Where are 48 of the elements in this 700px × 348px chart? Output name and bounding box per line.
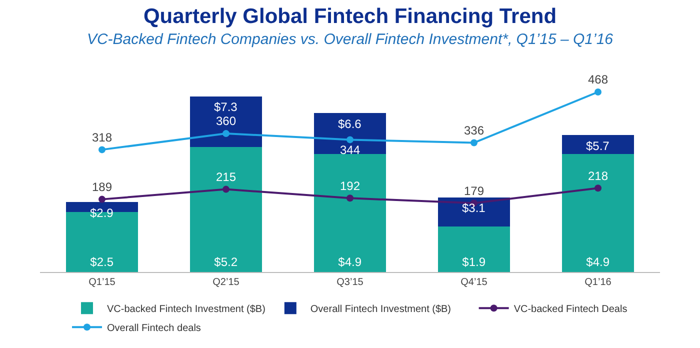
data-label: 360: [216, 114, 236, 128]
point: [346, 136, 354, 144]
legend-label: Overall Fintech deals: [107, 323, 201, 334]
x-tick-label: Q1’15: [88, 277, 116, 288]
point: [98, 196, 106, 203]
point: [222, 186, 230, 193]
bar: [438, 226, 510, 272]
x-tick-label: Q1’16: [584, 277, 612, 288]
legend-label: Overall Fintech Investment ($B): [310, 304, 452, 315]
data-label: $4.9: [586, 255, 610, 269]
x-tick-label: Q4’15: [460, 277, 488, 288]
chart-title: Quarterly Global Fintech Financing Trend: [142, 4, 558, 30]
x-tick-label: Q2’15: [212, 277, 240, 288]
chart-subtitle: VC-Backed Fintech Companies vs. Overall Fintech Investment*, Q1’15 – Q1’16: [86, 30, 614, 50]
data-label: 468: [588, 72, 608, 87]
point: [594, 88, 602, 96]
data-label: 192: [340, 178, 360, 193]
legend-label: VC-backed Fintech Investment ($B): [107, 304, 266, 315]
bar: [314, 154, 386, 272]
bar: [562, 154, 634, 272]
data-label: 318: [92, 130, 112, 144]
total-label: $2.9: [90, 206, 114, 220]
bar: [190, 96, 262, 147]
data-label: 179: [464, 184, 484, 198]
total-label: $7.3: [214, 100, 238, 114]
total-label: $6.6: [338, 117, 362, 131]
point: [594, 184, 602, 192]
point: [98, 146, 106, 154]
data-label: $1.9: [462, 255, 486, 269]
legend-label: VC-backed Fintech Deals: [514, 304, 628, 315]
data-label: 189: [92, 180, 112, 194]
data-label: 218: [588, 168, 608, 183]
point: [346, 194, 354, 202]
point: [470, 139, 478, 146]
data-label: 215: [216, 170, 236, 184]
total-label: $5.7: [586, 139, 610, 153]
data-label: $2.5: [90, 255, 114, 269]
x-tick-label: Q3’15: [336, 277, 364, 288]
bar: [438, 197, 510, 226]
data-label: 336: [464, 123, 484, 138]
point: [222, 130, 230, 138]
bar: [190, 146, 262, 272]
data-label: 344: [340, 143, 360, 158]
bar: [314, 113, 386, 154]
data-label: $4.9: [338, 255, 362, 269]
bar: [562, 134, 634, 154]
total-label: $3.1: [462, 201, 486, 215]
data-label: $5.2: [214, 255, 238, 269]
